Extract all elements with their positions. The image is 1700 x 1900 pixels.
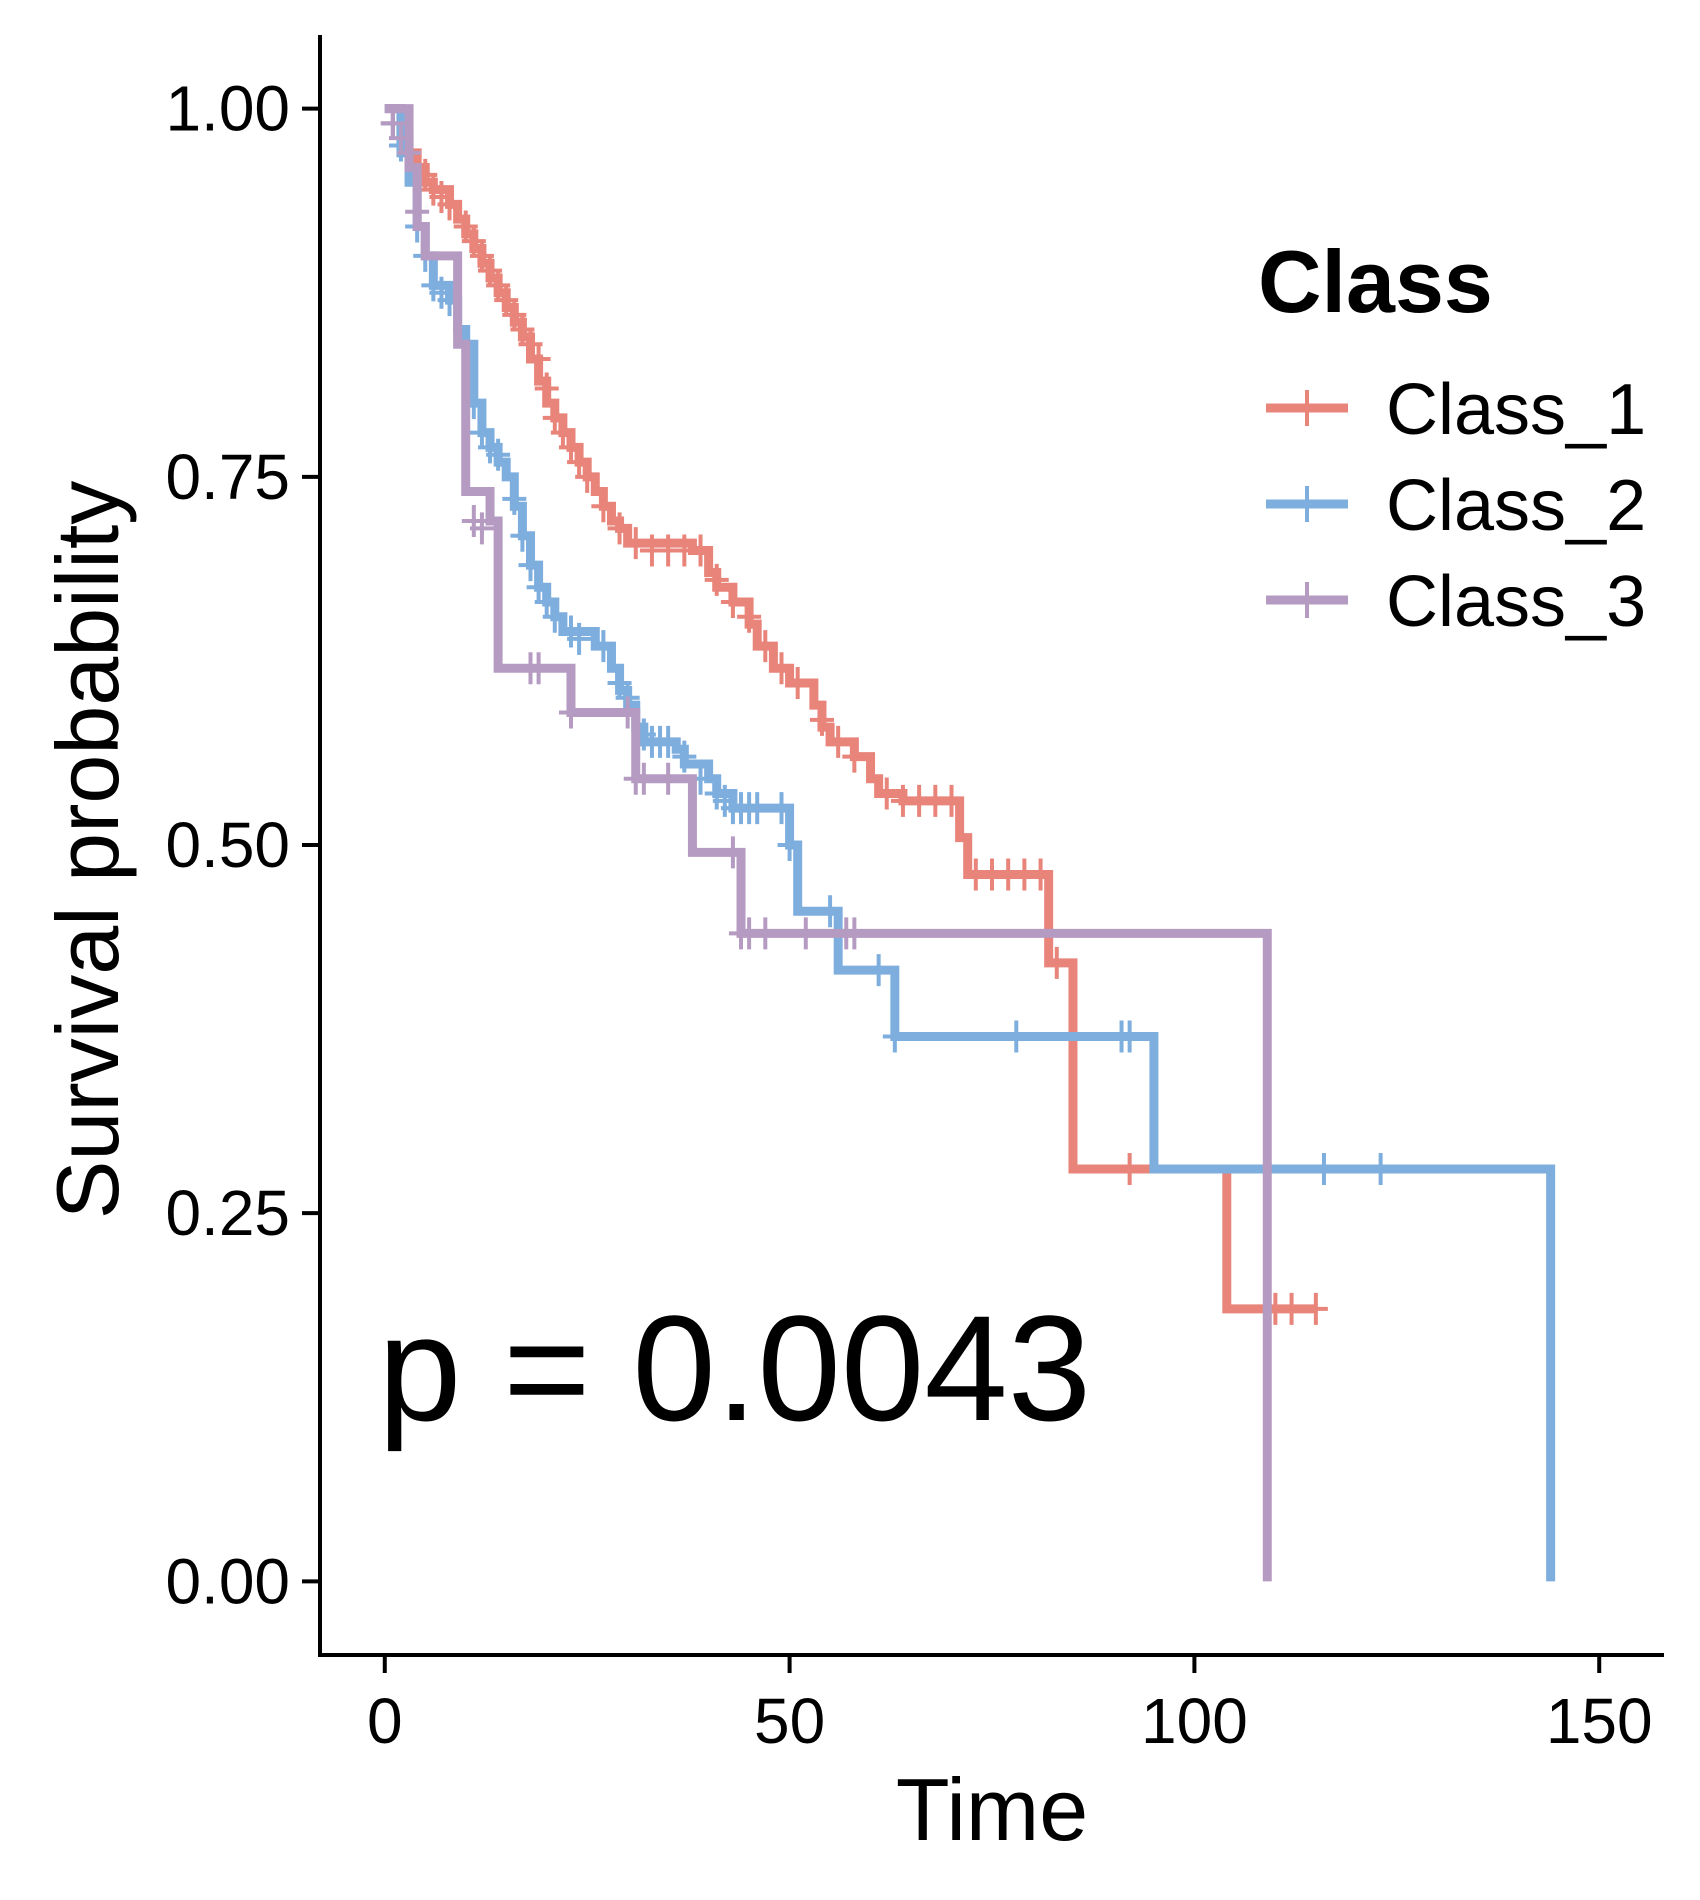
censor-mark: [704, 563, 729, 596]
censor-mark: [777, 829, 802, 861]
censor-mark: [607, 512, 632, 545]
censor-mark: [510, 519, 535, 552]
censor-mark: [1004, 1020, 1029, 1053]
censor-mark: [615, 696, 640, 729]
censor-mark: [623, 527, 648, 560]
y-tick-label: 1.00: [165, 73, 290, 145]
censor-mark: [672, 740, 697, 773]
censor-mark: [656, 725, 681, 758]
censor-mark: [826, 725, 851, 758]
censor-mark: [1368, 1153, 1393, 1185]
censor-mark: [405, 195, 430, 228]
censor-mark: [542, 600, 567, 633]
x-tick-label: 0: [367, 1685, 403, 1757]
censor-mark: [1044, 946, 1069, 979]
censor-mark: [397, 136, 422, 169]
censor-mark: [1117, 1020, 1142, 1053]
censor-mark: [939, 784, 964, 817]
censor-mark: [753, 630, 778, 663]
legend-title: Class: [1258, 232, 1493, 331]
censor-mark: [818, 895, 843, 928]
survival-curve-class-1: [384, 104, 1316, 1314]
censor-mark: [753, 917, 778, 950]
censor-mark: [809, 703, 834, 736]
legend-label-class-3: Class_3: [1386, 562, 1646, 642]
tick-group: 0 50 100 150 0.00 0.25 0.50 0.75 1.00: [165, 73, 1652, 1757]
censor-mark: [842, 917, 867, 950]
censor-mark: [575, 460, 600, 493]
y-tick-label: 0.75: [165, 441, 290, 513]
censor-mark: [469, 512, 494, 545]
x-tick-label: 100: [1141, 1685, 1248, 1757]
censor-mark: [656, 762, 681, 795]
censor-mark: [1311, 1153, 1336, 1185]
censor-mark: [526, 343, 551, 375]
x-axis-title: Time: [896, 1760, 1088, 1859]
plot-area: [380, 104, 1556, 1582]
p-value-annotation: p = 0.0043: [378, 1284, 1091, 1452]
censor-mark: [737, 600, 762, 633]
legend: Class Class_1 Class_2 Class_3: [1258, 232, 1646, 642]
censor-mark: [874, 777, 899, 810]
censor-mark: [769, 652, 794, 685]
censor-mark: [534, 372, 559, 405]
censor-mark: [558, 696, 583, 729]
censor-mark: [486, 438, 511, 471]
y-tick-label: 0.25: [165, 1177, 290, 1249]
censor-mark: [842, 740, 867, 773]
censor-mark: [688, 534, 713, 567]
censor-mark: [720, 586, 745, 618]
y-axis-title: Survival probability: [38, 481, 137, 1220]
censor-mark: [866, 954, 891, 987]
legend-label-class-2: Class_2: [1386, 466, 1646, 546]
y-tick-label: 0.50: [165, 809, 290, 881]
censor-mark: [769, 792, 794, 825]
censor-mark: [1303, 1292, 1328, 1325]
censor-mark: [745, 792, 770, 825]
censor-mark: [1028, 858, 1053, 891]
censor-mark: [720, 836, 745, 869]
censor-mark: [502, 482, 527, 515]
y-tick-label: 0.00: [165, 1545, 290, 1617]
censor-mark: [1117, 1153, 1142, 1185]
censor-mark: [567, 622, 592, 655]
censor-mark: [882, 1020, 907, 1053]
x-tick-label: 50: [754, 1685, 825, 1757]
censor-mark: [793, 917, 818, 950]
censor-mark: [785, 667, 810, 699]
legend-label-class-1: Class_1: [1386, 370, 1646, 450]
censor-mark: [591, 490, 616, 523]
censor-mark: [518, 549, 543, 582]
censor-mark: [1279, 1292, 1304, 1325]
censor-mark: [526, 652, 551, 685]
censor-mark: [437, 188, 462, 221]
censor-mark: [591, 630, 616, 663]
censor-mark: [631, 762, 656, 795]
x-tick-label: 150: [1546, 1685, 1653, 1757]
